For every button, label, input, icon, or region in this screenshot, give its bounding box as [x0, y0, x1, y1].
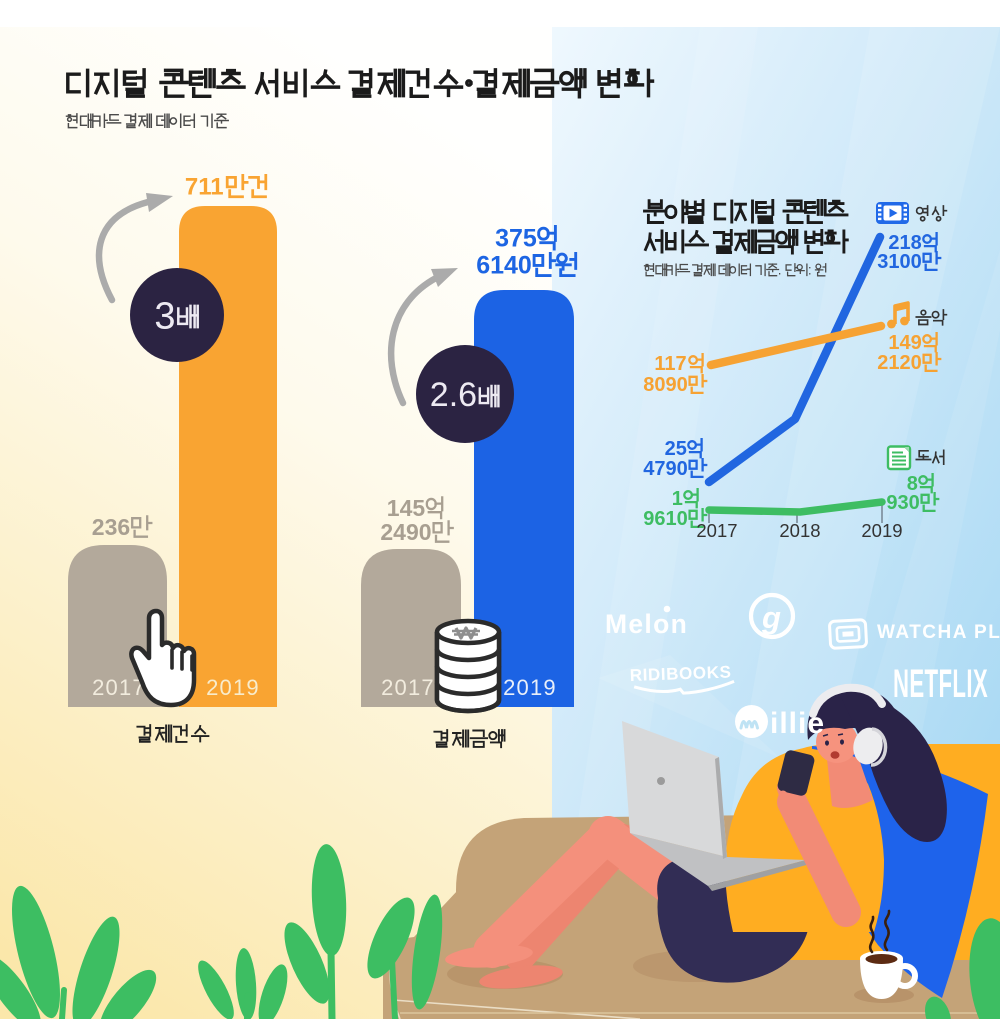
svg-text:2017: 2017 — [696, 520, 737, 541]
svg-text:NETFLIX: NETFLIX — [893, 661, 988, 705]
svg-text:117: 117 — [654, 353, 686, 375]
svg-text:145: 145 — [387, 495, 426, 521]
svg-text:3: 3 — [154, 296, 175, 338]
svg-text:2490: 2490 — [380, 519, 431, 545]
svg-text:2017: 2017 — [92, 675, 146, 700]
svg-text:2.6: 2.6 — [430, 376, 477, 414]
svg-text:3100: 3100 — [877, 251, 922, 273]
svg-text:RIDIBOOKS: RIDIBOOKS — [629, 662, 731, 685]
svg-text:2019: 2019 — [503, 675, 557, 700]
svg-text:8: 8 — [907, 473, 918, 495]
svg-text:2019: 2019 — [861, 520, 902, 541]
svg-text:.: . — [778, 263, 782, 278]
svg-text:1: 1 — [672, 488, 683, 510]
svg-text:2120: 2120 — [877, 352, 922, 374]
svg-text:2018: 2018 — [779, 520, 820, 541]
svg-text::: : — [808, 263, 812, 278]
svg-text:9610: 9610 — [643, 508, 688, 530]
svg-text:218: 218 — [888, 232, 921, 254]
svg-text:2019: 2019 — [206, 675, 260, 700]
svg-text:Melon: Melon — [605, 609, 688, 639]
svg-text:8090: 8090 — [643, 374, 688, 396]
svg-text:711: 711 — [185, 174, 224, 201]
svg-text:375: 375 — [495, 225, 537, 253]
svg-text:25: 25 — [665, 438, 687, 460]
svg-text:illie: illie — [770, 707, 825, 740]
svg-text:236: 236 — [92, 514, 130, 540]
svg-text:4790: 4790 — [643, 458, 688, 480]
svg-text:g: g — [761, 600, 781, 635]
svg-text:2017: 2017 — [381, 675, 435, 700]
svg-text:149: 149 — [888, 332, 921, 354]
svg-text:930: 930 — [886, 492, 919, 514]
svg-text:WATCHA PLAY: WATCHA PLAY — [877, 622, 1000, 643]
svg-text:6140: 6140 — [476, 252, 532, 280]
